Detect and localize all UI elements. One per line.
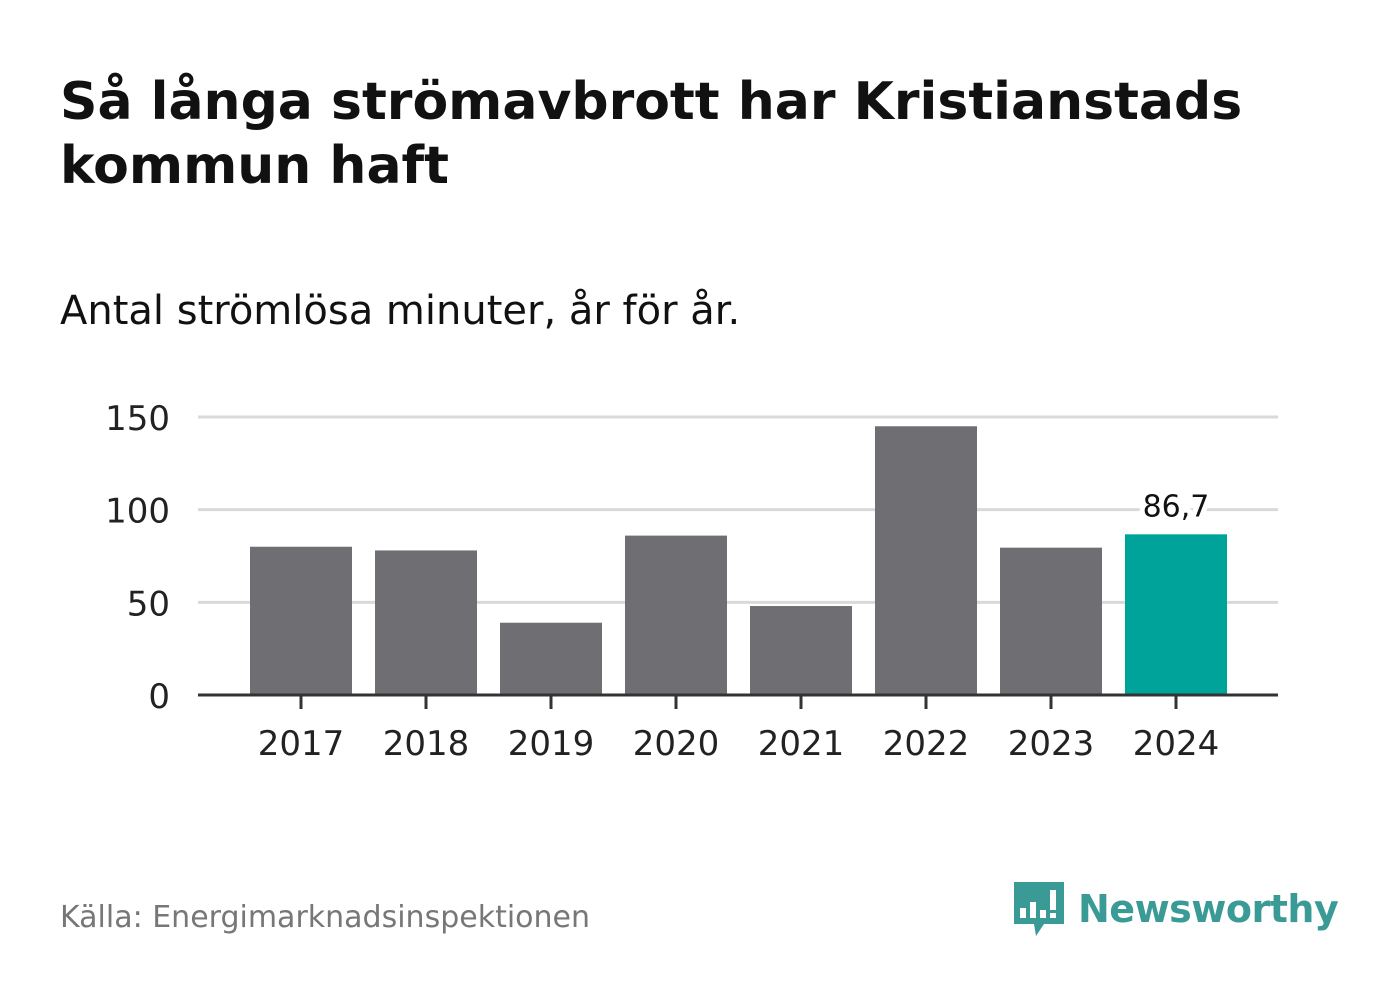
x-tick-label: 2019 <box>508 724 595 764</box>
x-tick-label: 2024 <box>1133 724 1220 764</box>
chart-subtitle: Antal strömlösa minuter, år för år. <box>60 288 741 334</box>
bar-chart: 0 50 100 150 2017 2018 2019 2020 2021 2022 2023 202… <box>105 399 1278 764</box>
axes <box>198 693 1278 709</box>
gridlines <box>198 415 1278 604</box>
bar-2020 <box>625 535 727 695</box>
x-tick-label: 2018 <box>383 724 470 764</box>
x-tick-label: 2023 <box>1008 724 1095 764</box>
bar-2017 <box>250 546 352 695</box>
x-tick-label: 2022 <box>883 724 970 764</box>
x-tick-label: 2020 <box>633 724 720 764</box>
bar-2022 <box>875 426 977 695</box>
y-tick-label: 0 <box>148 677 170 717</box>
chart-speech-bubble-icon <box>1014 882 1064 936</box>
brand-name: Newsworthy <box>1078 887 1339 931</box>
bar-2021 <box>750 606 852 695</box>
x-tick-label: 2017 <box>258 724 345 764</box>
bar-2024 <box>1125 534 1227 695</box>
y-tick-label: 150 <box>105 399 170 439</box>
bar-2018 <box>375 550 477 695</box>
data-label: 86,7 <box>1143 489 1210 524</box>
source-note: Källa: Energimarknadsinspektionen <box>60 900 591 935</box>
labels: 0 50 100 150 2017 2018 2019 2020 2021 2022 2023 202… <box>105 399 1219 764</box>
y-tick-label: 100 <box>105 492 170 532</box>
newsworthy-logo: Newsworthy <box>1010 878 1339 940</box>
bars <box>250 426 1227 695</box>
bar-2019 <box>500 622 602 695</box>
x-tick-label: 2021 <box>758 724 845 764</box>
chart-title: Så långa strömavbrott har Kristianstads … <box>60 72 1243 196</box>
y-tick-label: 50 <box>127 584 170 624</box>
data-label-halo: 86,7 <box>1143 489 1210 524</box>
bar-2023 <box>1000 547 1102 695</box>
